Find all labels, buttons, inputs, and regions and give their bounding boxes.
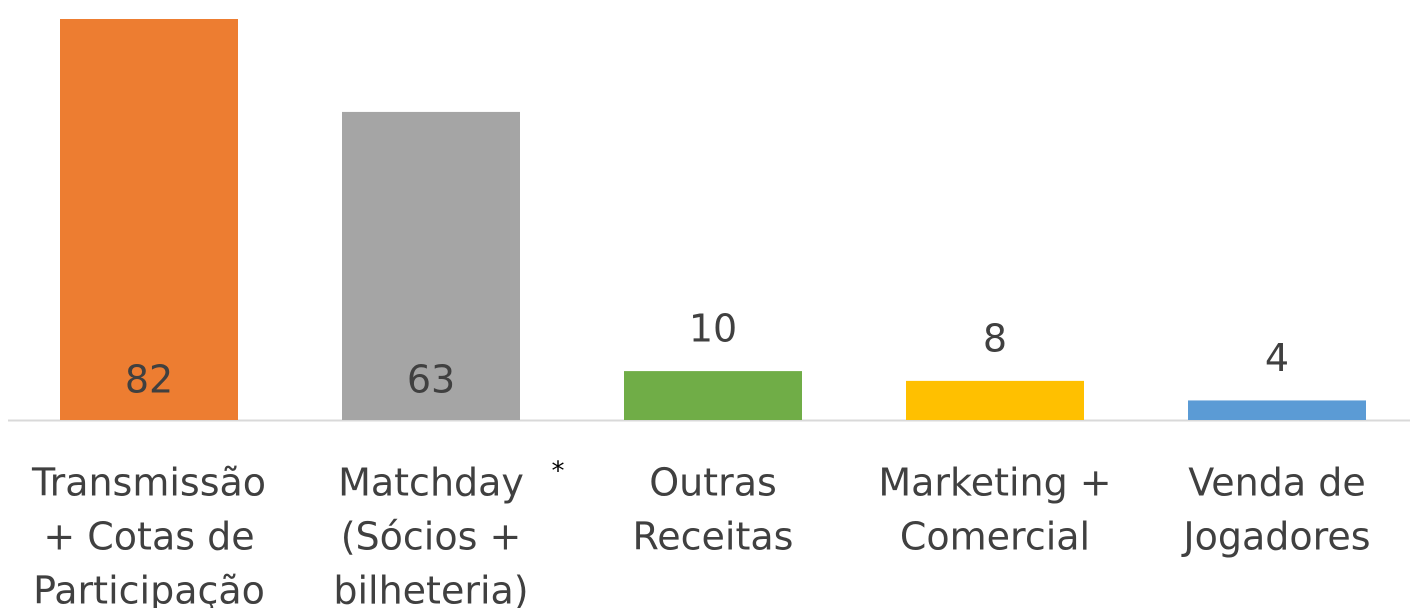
x-tick-label: Comercial <box>900 515 1090 559</box>
bar <box>906 380 1084 420</box>
bar <box>342 111 520 420</box>
bar <box>60 19 238 420</box>
x-tick-label: Transmissão <box>31 461 266 505</box>
bar <box>1188 400 1366 420</box>
x-tick-label: Venda de <box>1188 461 1366 505</box>
data-label: 10 <box>689 307 737 351</box>
data-label: 63 <box>407 358 455 402</box>
x-tick-label: (Sócios + <box>341 515 522 559</box>
data-label: 8 <box>983 316 1007 360</box>
footnote-marker: * <box>552 457 565 487</box>
x-tick-label: Outras <box>649 461 777 505</box>
x-tick-label: Marketing + <box>878 461 1111 505</box>
x-tick-label: Receitas <box>633 515 794 559</box>
x-tick-label: Participação <box>33 569 265 608</box>
bar <box>624 371 802 420</box>
x-tick-label: + Cotas de <box>43 515 254 559</box>
data-label: 4 <box>1265 336 1289 380</box>
x-tick-label: Jogadores <box>1181 515 1370 559</box>
x-tick-label: Matchday <box>338 461 524 505</box>
x-tick-label: bilheteria) <box>333 569 528 608</box>
data-label: 82 <box>125 358 173 402</box>
